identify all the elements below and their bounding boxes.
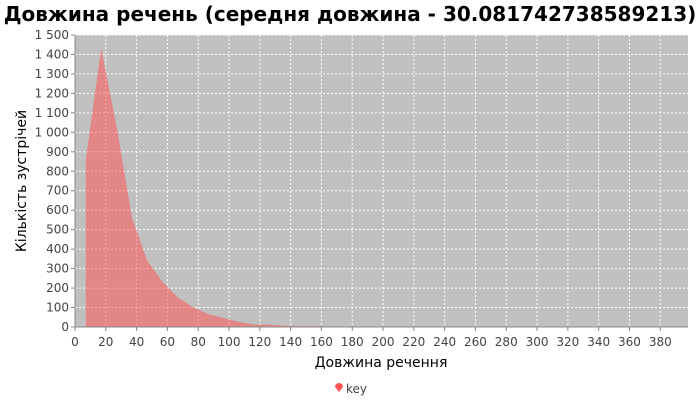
y-tick-label: 300 <box>46 262 69 276</box>
series-layer <box>85 48 672 327</box>
y-tick-label: 400 <box>46 242 69 256</box>
x-tick-label: 360 <box>618 335 641 349</box>
chart-title: Довжина речень (середня довжина - 30.081… <box>3 2 697 26</box>
x-tick-label: 380 <box>649 335 672 349</box>
axes <box>74 35 688 328</box>
y-tick-label: 0 <box>61 320 69 334</box>
gridlines <box>75 34 688 327</box>
x-tick-label: 0 <box>71 335 79 349</box>
x-tick-label: 160 <box>310 335 333 349</box>
x-tick-label: 220 <box>402 335 425 349</box>
series-area-key <box>85 48 672 327</box>
x-tick-label: 20 <box>98 335 113 349</box>
legend-label: key <box>346 382 367 396</box>
x-tick-label: 60 <box>160 335 175 349</box>
y-axis-ticks: 0 100 200 300 400 500 600 700 800 900 1 000 1 100 1 … <box>35 28 75 334</box>
legend: key <box>335 382 367 396</box>
x-tick-label: 180 <box>341 335 364 349</box>
x-tick-label: 100 <box>218 335 241 349</box>
y-tick-label: 1 300 <box>35 67 69 81</box>
y-tick-label: 500 <box>46 223 69 237</box>
x-tick-label: 80 <box>191 335 206 349</box>
x-tick-label: 300 <box>526 335 549 349</box>
x-tick-label: 200 <box>372 335 395 349</box>
y-axis-label: Кількість зустрічей <box>14 110 30 252</box>
y-tick-label: 1 100 <box>35 106 69 120</box>
y-tick-label: 200 <box>46 281 69 295</box>
y-tick-label: 1 500 <box>35 28 69 42</box>
legend-marker <box>335 383 343 392</box>
x-tick-label: 120 <box>248 335 271 349</box>
y-tick-label: 700 <box>46 184 69 198</box>
x-axis-ticks: 0 20 40 60 80 100 120 140 160 180 200 220 240 260 280 3… <box>71 327 672 349</box>
y-tick-label: 600 <box>46 203 69 217</box>
x-tick-label: 280 <box>495 335 518 349</box>
y-tick-label: 1 000 <box>35 125 69 139</box>
x-tick-label: 340 <box>587 335 610 349</box>
x-axis-label: Довжина речення <box>315 355 448 371</box>
plot-background <box>75 35 688 327</box>
y-tick-label: 1 200 <box>35 86 69 100</box>
y-tick-label: 100 <box>46 301 69 315</box>
y-tick-label: 1 400 <box>35 47 69 61</box>
x-tick-label: 260 <box>464 335 487 349</box>
y-tick-label: 900 <box>46 145 69 159</box>
x-tick-label: 320 <box>556 335 579 349</box>
x-tick-label: 40 <box>129 335 144 349</box>
y-tick-label: 800 <box>46 164 69 178</box>
x-tick-label: 240 <box>433 335 456 349</box>
x-tick-label: 140 <box>279 335 302 349</box>
